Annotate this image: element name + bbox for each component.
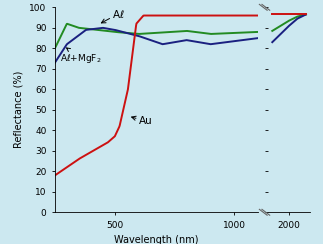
Text: A$\ell$+MgF$_2$: A$\ell$+MgF$_2$ xyxy=(60,48,101,65)
Text: A$\ell$: A$\ell$ xyxy=(101,8,125,23)
X-axis label: Wavelength (nm): Wavelength (nm) xyxy=(114,235,199,244)
Text: Au: Au xyxy=(132,116,152,126)
Y-axis label: Reflectance (%): Reflectance (%) xyxy=(14,71,24,149)
